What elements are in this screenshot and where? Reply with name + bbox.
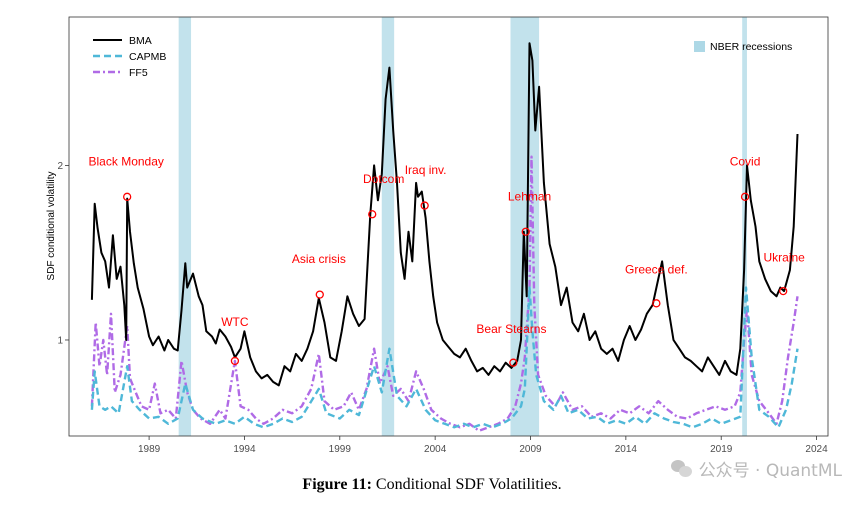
series-line-bma bbox=[90, 42, 799, 387]
x-tick-label-1994: 1994 bbox=[233, 444, 256, 455]
event-label-black-monday: Black Monday bbox=[89, 154, 164, 168]
watermark: 公众号 · QuantML bbox=[670, 456, 842, 481]
legend-label-capmb: CAPMB bbox=[129, 51, 166, 63]
x-tick-label-1999: 1999 bbox=[329, 444, 352, 455]
x-tick-label-2009: 2009 bbox=[519, 444, 542, 455]
event-marker-asia-crisis bbox=[315, 290, 324, 299]
event-label-ukraine: Ukraine bbox=[763, 250, 805, 264]
chart-background bbox=[0, 0, 864, 470]
series-lines bbox=[90, 42, 799, 432]
recession-legend-label: NBER recessions bbox=[710, 41, 792, 53]
event-label-wtc: WTC bbox=[221, 315, 249, 329]
x-tick-label-2019: 2019 bbox=[710, 444, 733, 455]
caption-label: Figure 11: bbox=[302, 476, 372, 493]
event-marker-greece-def bbox=[652, 299, 661, 308]
event-marker-ukraine bbox=[779, 286, 788, 296]
axes: 1989 1994 1999 2004 2009 2014 2019 2024 1 2 bbox=[57, 161, 828, 455]
x-tick-label-1989: 1989 bbox=[138, 444, 161, 455]
event-marker-bear-stearns bbox=[509, 358, 518, 367]
y-tick-label-1: 1 bbox=[57, 335, 63, 346]
event-marker-dotcom bbox=[368, 210, 377, 219]
y-tick-label-2: 2 bbox=[57, 161, 63, 172]
event-label-dotcom: Dotcom bbox=[363, 172, 404, 186]
caption-text: Conditional SDF Volatilities. bbox=[371, 476, 562, 493]
event-marker-wtc bbox=[230, 356, 240, 366]
x-tick-label-2004: 2004 bbox=[424, 444, 447, 455]
event-label-iraq-inv: Iraq inv. bbox=[405, 163, 447, 177]
legend-label-bma: BMA bbox=[129, 35, 152, 47]
legend-label-ff5: FF5 bbox=[129, 67, 148, 79]
legend: BMA CAPMB FF5 bbox=[93, 35, 166, 79]
watermark-text: 公众号 · QuantML bbox=[698, 461, 842, 481]
recession-band-1 bbox=[178, 17, 192, 436]
recession-legend: NBER recessions bbox=[694, 41, 792, 53]
event-label-greece-def: Greece def. bbox=[625, 263, 688, 277]
figure-caption: Figure 11: Conditional SDF Volatilities. bbox=[0, 476, 864, 494]
event-label-lehman: Lehman bbox=[508, 189, 551, 203]
x-tick-label-2024: 2024 bbox=[805, 444, 828, 455]
event-marker-covid bbox=[740, 192, 750, 201]
event-marker-lehman bbox=[521, 227, 530, 236]
x-tick-label-2014: 2014 bbox=[615, 444, 638, 455]
y-axis-label: SDF conditional volatility bbox=[46, 172, 57, 281]
event-marker-black-monday bbox=[123, 192, 132, 201]
plot-frame bbox=[68, 16, 829, 437]
event-marker-iraq-inv bbox=[420, 201, 429, 210]
series-line-capmb bbox=[90, 286, 799, 429]
recession-legend-swatch bbox=[694, 41, 705, 52]
event-label-covid: Covid bbox=[730, 154, 761, 168]
wechat-icon bbox=[670, 459, 693, 478]
event-label-asia-crisis: Asia crisis bbox=[292, 252, 346, 266]
event-label-bear-stearns: Bear Stearns bbox=[476, 322, 546, 336]
